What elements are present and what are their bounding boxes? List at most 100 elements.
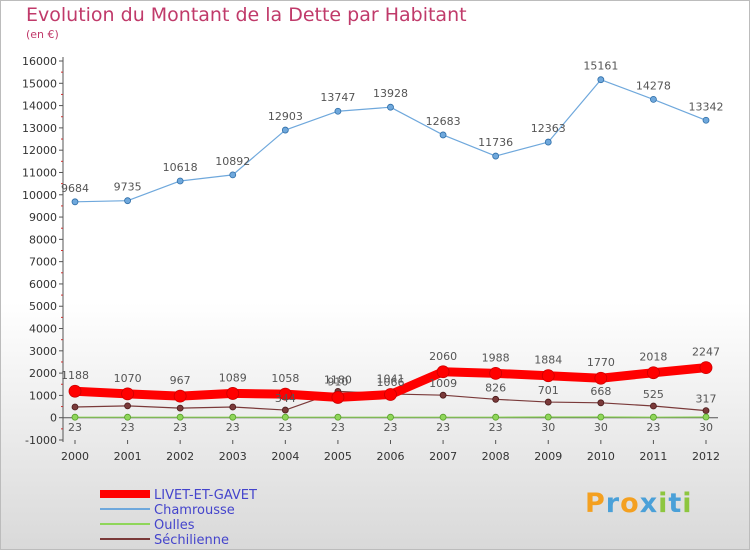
data-label: 1770	[587, 356, 615, 369]
data-label: 9735	[114, 181, 142, 194]
x-tick-label: 2009	[534, 450, 562, 463]
data-point	[492, 395, 500, 403]
data-point	[597, 413, 605, 421]
y-tick-label: 4000	[29, 323, 57, 336]
data-label: 30	[541, 421, 555, 434]
data-point	[229, 403, 237, 411]
data-point	[173, 389, 187, 403]
data-point	[229, 171, 237, 179]
x-tick-label: 2010	[587, 450, 615, 463]
data-label: 30	[699, 421, 713, 434]
data-point	[281, 406, 289, 414]
logo-letter: i	[658, 488, 669, 519]
data-point	[281, 413, 289, 421]
data-point	[334, 107, 342, 115]
data-point	[71, 413, 79, 421]
data-label: 826	[485, 381, 506, 394]
data-point	[597, 76, 605, 84]
data-label: 1009	[429, 377, 457, 390]
data-point	[597, 399, 605, 407]
proxiti-logo: Proxiti	[585, 488, 693, 519]
x-tick-label: 2012	[692, 450, 720, 463]
data-label: 23	[278, 421, 292, 434]
data-point	[229, 413, 237, 421]
data-label: 2018	[639, 351, 667, 364]
data-point	[650, 413, 657, 421]
data-label: 1070	[114, 372, 142, 385]
data-label: 1180	[324, 373, 352, 386]
data-label: 668	[590, 385, 611, 398]
data-label: 23	[68, 421, 82, 434]
data-label: 1066	[377, 376, 405, 389]
y-tick-label: 8000	[29, 233, 57, 246]
data-label: 15161	[583, 60, 618, 73]
data-label: 23	[331, 421, 345, 434]
data-point	[650, 402, 657, 410]
data-label: 30	[594, 421, 608, 434]
data-label: 317	[696, 393, 717, 406]
y-tick-label: 10000	[22, 189, 57, 202]
data-label: 23	[489, 421, 503, 434]
data-label: 23	[646, 421, 660, 434]
data-point	[124, 413, 131, 421]
data-label: 701	[538, 384, 559, 397]
y-tick-label: 1000	[29, 389, 57, 402]
y-tick-label: 2000	[29, 367, 57, 380]
y-tick-label: 3000	[29, 345, 57, 358]
data-point	[544, 138, 552, 146]
x-tick-label: 2005	[324, 450, 352, 463]
y-tick-label: 16000	[22, 55, 57, 68]
data-point	[278, 387, 292, 401]
x-tick-label: 2008	[482, 450, 510, 463]
x-tick-label: 2004	[271, 450, 299, 463]
y-tick-label: 0	[50, 412, 57, 425]
y-tick-label: 15000	[22, 77, 57, 90]
legend-label: Oulles	[154, 518, 195, 533]
data-point	[436, 365, 450, 379]
data-label: 1884	[534, 354, 562, 367]
data-label: 23	[436, 421, 450, 434]
data-label: 1988	[482, 351, 510, 364]
data-label: 1188	[61, 369, 89, 382]
legend-label: LIVET-ET-GAVET	[154, 488, 257, 503]
data-point	[492, 152, 500, 160]
data-point	[176, 177, 184, 185]
data-label: 23	[226, 421, 240, 434]
data-point	[384, 388, 397, 401]
logo-letter: r	[605, 488, 621, 519]
data-point	[544, 413, 552, 421]
x-tick-label: 2002	[166, 450, 194, 463]
data-label: 12363	[531, 122, 566, 135]
logo-letter: P	[585, 488, 606, 519]
data-point	[702, 407, 710, 415]
data-point	[541, 369, 555, 383]
data-point	[71, 198, 79, 206]
data-label: 12683	[426, 115, 461, 128]
y-tick-label: 9000	[29, 211, 57, 224]
data-point	[702, 116, 710, 124]
data-label: 1041	[377, 372, 405, 385]
data-point	[594, 371, 608, 385]
data-label: 10892	[215, 155, 250, 168]
data-label: 14278	[636, 79, 671, 92]
data-point	[439, 413, 447, 421]
y-tick-label: 11000	[22, 166, 57, 179]
data-point	[439, 131, 447, 139]
data-label: 13747	[320, 91, 355, 104]
data-point	[68, 384, 82, 398]
data-point	[331, 391, 345, 404]
data-point	[124, 197, 131, 205]
x-tick-label: 2011	[639, 450, 667, 463]
data-point	[650, 95, 657, 103]
data-label: 13342	[689, 100, 724, 113]
data-point	[647, 366, 660, 380]
data-label: 1058	[271, 372, 299, 385]
data-point	[439, 391, 447, 399]
data-point	[176, 413, 184, 421]
data-point	[492, 413, 500, 421]
data-label: 1089	[219, 371, 247, 384]
legend-label: Séchilienne	[154, 533, 229, 548]
data-point	[176, 404, 184, 412]
